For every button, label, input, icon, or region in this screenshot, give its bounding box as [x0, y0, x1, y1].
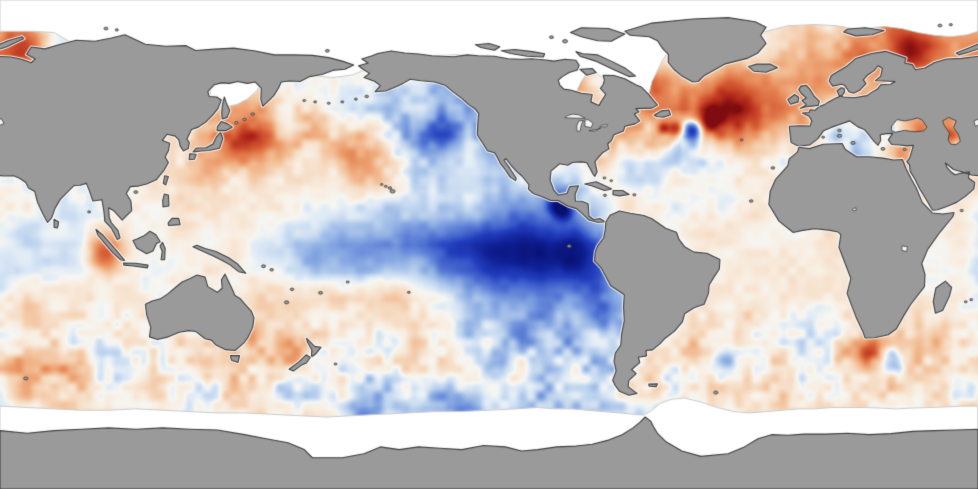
- sst-anomaly-map: [0, 0, 978, 489]
- world-sst-anomaly-map-canvas: [0, 0, 978, 489]
